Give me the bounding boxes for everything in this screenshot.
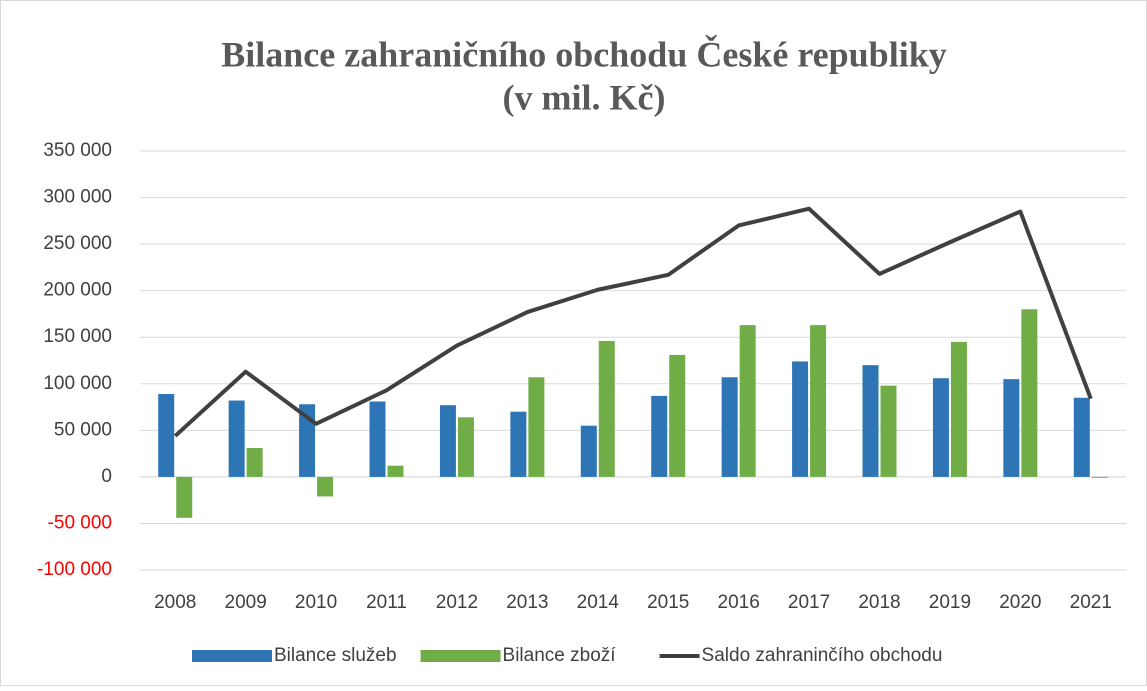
bar	[387, 465, 404, 477]
bar	[721, 377, 738, 477]
x-tick-label: 2012	[436, 592, 478, 613]
bar	[457, 417, 474, 477]
x-tick-label: 2015	[647, 592, 689, 613]
bar	[950, 341, 967, 477]
bar	[176, 476, 193, 518]
x-tick-label: 2009	[225, 592, 267, 613]
bar	[792, 361, 809, 477]
x-tick-label: 2017	[788, 592, 830, 613]
bar	[1003, 379, 1020, 477]
x-tick-label: 2016	[718, 592, 760, 613]
x-tick-label: 2008	[154, 592, 196, 613]
bar	[598, 340, 615, 477]
bar	[880, 385, 897, 477]
legend-label: Bilance služeb	[274, 645, 397, 666]
y-tick-label: 250 000	[43, 233, 112, 254]
x-tick-label: 2011	[366, 592, 407, 613]
bar	[580, 425, 597, 477]
bar	[651, 395, 668, 477]
chart-title: Bilance zahraničního obchodu České repub…	[221, 34, 946, 74]
legend-swatch	[192, 650, 272, 662]
y-tick-label: 150 000	[43, 326, 112, 347]
y-tick-label: -50 000	[48, 512, 112, 533]
bar	[510, 411, 527, 477]
bar	[246, 448, 263, 477]
bar	[228, 400, 245, 477]
x-tick-label: 2021	[1070, 592, 1112, 613]
x-tick-label: 2014	[577, 592, 620, 613]
x-tick-label: 2020	[999, 592, 1041, 613]
y-tick-label: 350 000	[43, 140, 112, 161]
legend-label: Bilance zboží	[503, 645, 617, 666]
bar	[1021, 309, 1038, 477]
bar	[528, 377, 545, 477]
bar	[862, 365, 879, 477]
bar	[439, 405, 456, 477]
x-tick-label: 2010	[295, 592, 337, 613]
y-tick-label: -100 000	[37, 559, 112, 580]
legend-label: Saldo zahraninčího obchodu	[702, 645, 943, 666]
bar	[369, 401, 386, 477]
bar	[810, 325, 827, 477]
line	[173, 206, 1093, 438]
bar	[1073, 397, 1090, 477]
y-tick-label: 50 000	[54, 419, 112, 440]
x-tick-label: 2013	[506, 592, 548, 613]
bar	[739, 325, 756, 477]
y-tick-label: 100 000	[43, 373, 112, 394]
bar	[932, 378, 949, 477]
chart-subtitle: (v mil. Kč)	[503, 77, 666, 117]
bar	[1091, 476, 1108, 478]
bar	[669, 354, 686, 477]
y-tick-label: 300 000	[43, 187, 112, 208]
y-tick-label: 200 000	[43, 280, 112, 301]
bar	[158, 394, 175, 477]
legend-swatch	[420, 650, 501, 662]
x-tick-label: 2019	[929, 592, 971, 613]
y-tick-label: 0	[101, 466, 112, 487]
x-tick-label: 2018	[858, 592, 900, 613]
bar	[317, 476, 334, 497]
